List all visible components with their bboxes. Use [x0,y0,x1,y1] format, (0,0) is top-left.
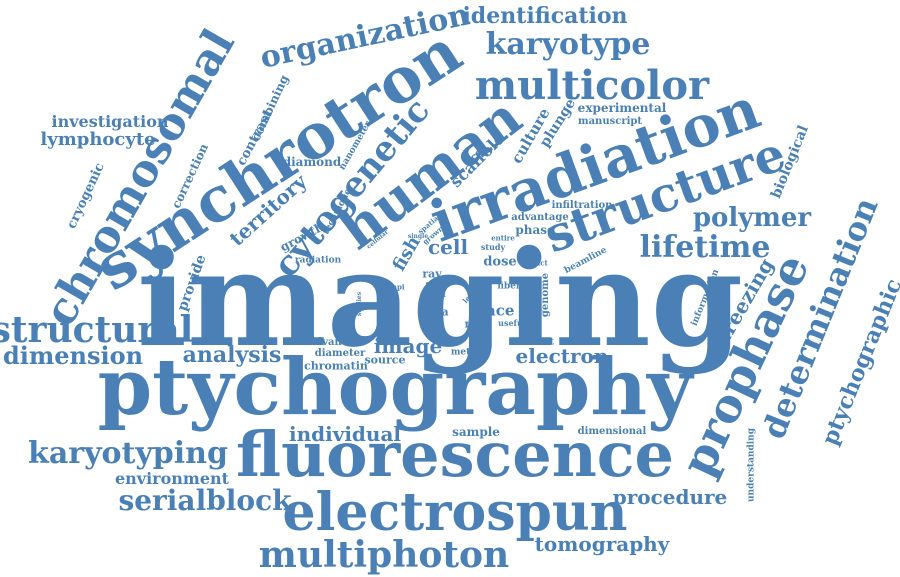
word-multicolor: multicolor [474,62,710,109]
word-face: face [479,301,515,320]
word-fluorescence: fluorescence [236,418,674,491]
word-extract: extract [520,258,548,268]
word-analysis: analysis [182,342,282,368]
word-study: study [480,242,506,252]
word-light: light [430,292,446,299]
word-electrospun: electrospun [282,482,628,543]
word-film: film [425,282,439,289]
word-entire: entire [491,233,515,243]
word-investigation: investigation [51,112,169,131]
word-plla: plla [425,305,449,319]
word-chromatin: chromatin [304,359,368,373]
word-different: different [510,337,554,348]
word-cell: cell [427,235,469,259]
word-genome: genome [540,272,551,318]
word-ray: ray [422,267,442,281]
word-environment: environment [114,469,230,488]
word-imaging: imaging [136,222,744,377]
word-tomography: tomography [534,532,670,556]
word-infiltration: infiltration [551,200,613,211]
word-radiation: radiation [294,255,342,266]
word-lymphocyte: lymphocyte [40,129,156,150]
word-phase: phase [515,223,555,237]
word-image: image [373,334,443,358]
word-electron: electron [515,344,609,368]
word-ptychography: ptychography [97,342,693,433]
word-fiber: fiber [497,281,521,292]
word-source: source [364,353,406,367]
word-serialblock: serialblock [118,484,292,517]
word-karyotype: karyotype [485,27,651,62]
word-experimental: experimental [577,101,667,115]
word-multiphoton: multiphoton [258,534,510,576]
word-mas: mas [464,317,490,331]
word-studies: studies [356,291,363,317]
word-dimensional: dimensional [577,426,647,437]
word-single: single [407,233,429,240]
word-advanced: advanced [308,337,362,348]
word-useful: useful [498,318,526,328]
word-diamond: diamond [282,155,342,169]
word-diameter: diameter [314,348,366,359]
word-manuscript: manuscript [578,116,642,127]
word-understanding: understanding [746,428,757,502]
word-polymer: polymer [692,203,812,233]
word-dapi: dapi [387,282,405,292]
word-procedure: procedure [612,485,728,509]
word-dimension: dimension [2,341,144,370]
word-karyotyping: karyotyping [28,436,228,471]
word-sample: sample [452,425,500,439]
word-individual: individual [288,422,402,446]
word-dose: dose [483,254,517,270]
word-structural: structural [0,309,194,351]
word-method: method [450,347,490,358]
word-identification: identification [462,3,628,29]
word-advantage: advantage [511,212,569,223]
word-lifetime: lifetime [639,230,771,265]
